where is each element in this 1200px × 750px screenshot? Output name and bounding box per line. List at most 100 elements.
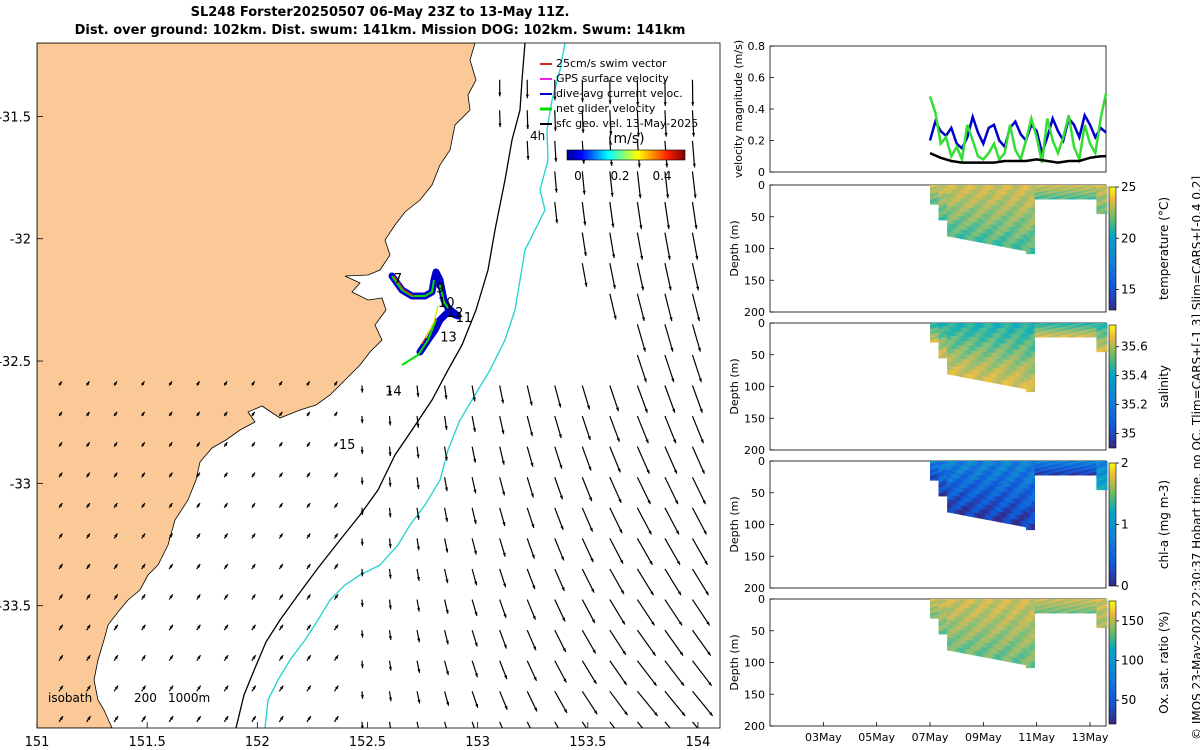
profile-cell [1058,471,1061,474]
profile-cell [1032,363,1035,370]
profile-cell [1072,334,1076,337]
velocity-arrow-head [531,554,535,559]
profile-cell [968,488,971,494]
profile-cell [957,634,961,640]
profile-cell [959,336,963,342]
profile-cell [981,461,984,467]
profile-cell [1011,375,1014,382]
profile-cell [1068,609,1072,612]
depth-tick-label: 100 [744,243,765,256]
profile-cell [1098,187,1102,191]
profile-cell [1008,487,1012,493]
profile-cell [1100,465,1104,469]
profile-cell [1000,481,1003,487]
profile-cell [964,488,967,494]
profile-cell [1053,197,1057,200]
profile-cell [970,226,974,232]
profile-cell [1000,496,1003,503]
velocity-arrow-head [530,462,534,467]
profile-cell [1047,607,1050,609]
profile-cell [949,641,952,647]
profile-cell [1030,230,1033,237]
profile-cell [932,616,935,619]
profile-cell [964,492,967,498]
profile-cell [983,514,986,520]
profile-cell [1011,503,1014,509]
profile-cell [932,603,935,606]
profile-cell [938,325,942,330]
profile-cell [1019,488,1023,494]
profile-cell [1100,337,1104,341]
velocity-arrow-head [621,620,625,625]
profile-cell [1019,360,1023,367]
profile-cell [1045,194,1048,196]
profile-cell [1015,503,1018,510]
profile-cell [979,461,982,467]
profile-cell [1062,190,1065,193]
profile-cell [1045,463,1048,465]
profile-cell [966,189,969,195]
profile-cell [1072,195,1076,198]
profile-cell [1011,518,1014,525]
profile-cell [1004,599,1008,605]
profile-cell [1036,469,1040,471]
velocity-arrow-head [306,503,311,507]
profile-cell [938,349,942,353]
velocity-arrow-head [445,548,449,553]
profile-cell [962,332,965,337]
profile-cell [1051,335,1055,338]
profile-cell [934,467,937,470]
profile-cell [966,608,969,614]
profile-cell [1047,190,1050,193]
profile-cell [1085,610,1089,613]
profile-cell [1092,466,1095,469]
velocity-arrow-head [444,395,448,400]
velocity-arrow-head [591,619,595,624]
profile-cell [1062,466,1065,469]
profile-cell [1032,639,1035,646]
profile-cell [1032,644,1035,651]
profile-cell [998,200,1001,206]
profile-cell [1081,461,1085,463]
profile-cell [998,624,1001,630]
profile-cell [989,461,993,467]
profile-cell [947,624,950,630]
profile-cell [1092,602,1095,605]
profile-cell [1049,326,1053,329]
profile-cell [1083,192,1087,194]
profile-cell [1038,603,1042,606]
profile-cell [1055,604,1059,607]
profile-cell [947,637,950,643]
profile-cell [1034,192,1038,194]
profile-cell [1070,471,1074,474]
profile-cell [959,340,963,346]
profile-cell [1072,330,1076,332]
profile-cell [1075,328,1078,331]
profile-cell [1058,606,1061,608]
profile-cell [1075,471,1078,474]
profile-cell [1040,333,1044,336]
profile-cell [1023,471,1027,478]
profile-cell [1066,326,1070,329]
profile-cell [1045,472,1048,475]
profile-cell [1104,484,1108,488]
profile-cell [1104,199,1108,203]
profile-cell [1083,473,1087,476]
profile-cell [983,608,986,614]
profile-cell [968,189,971,195]
profile-cell [1081,462,1085,464]
profile-cell [942,331,946,336]
profile-cell [1085,195,1089,198]
profile-cell [979,232,982,238]
profile-cell [1087,188,1091,191]
profile-cell [949,227,952,233]
profile-cell [1064,602,1067,605]
profile-cell [970,355,974,361]
profile-cell [1032,461,1035,468]
velocity-arrow-head [558,434,562,439]
profile-cell [1077,607,1080,609]
profile-cell [1102,349,1106,353]
profile-cell [1072,193,1076,195]
profile-cell [970,217,974,223]
profile-cell [972,217,976,223]
